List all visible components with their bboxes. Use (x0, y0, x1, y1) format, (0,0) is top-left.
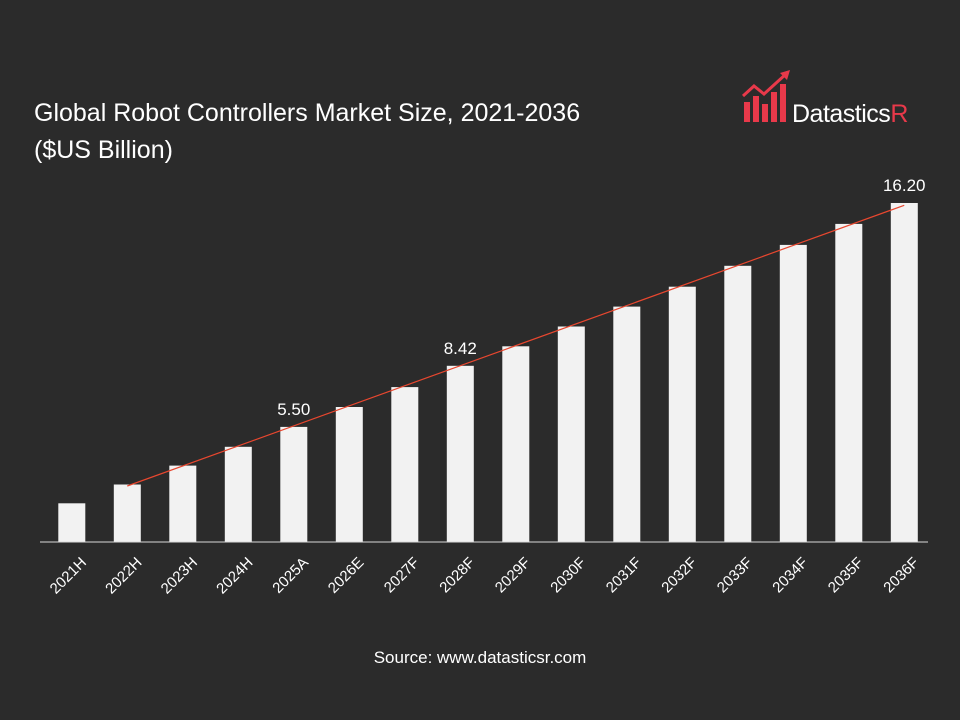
bar-2036F (890, 203, 918, 542)
x-tick-label-2029F: 2029F (492, 554, 534, 596)
x-tick-label-2027F: 2027F (381, 554, 423, 596)
logo: DatasticsR (740, 70, 920, 128)
x-tick-label-2036F: 2036F (880, 554, 922, 596)
bar-2033F (724, 265, 752, 542)
logo-text: DatasticsR (792, 100, 908, 129)
bar-2028F (446, 365, 474, 542)
x-tick-label-2021H: 2021H (47, 554, 90, 597)
bar-2026E (335, 407, 363, 542)
bar-2024H (224, 446, 252, 542)
bar-2022H (113, 484, 141, 542)
x-tick-label-2022H: 2022H (102, 554, 145, 597)
chart-title-line1: Global Robot Controllers Market Size, 20… (34, 99, 581, 127)
chart-title-line2: ($US Billion) (34, 136, 173, 164)
logo-text-accent: R (890, 100, 908, 128)
x-tick-label-2034F: 2034F (769, 554, 811, 596)
x-tick-label-2032F: 2032F (658, 554, 700, 596)
x-tick-label-2031F: 2031F (603, 554, 645, 596)
trendline (127, 204, 905, 487)
x-tick-label-2030F: 2030F (547, 554, 589, 596)
x-tick-label-2033F: 2033F (714, 554, 756, 596)
chart-title: Global Robot Controllers Market Size, 20… (34, 95, 694, 169)
source-note: Source: www.datasticsr.com (373, 648, 587, 667)
bar-2032F (668, 286, 696, 542)
bar-2023H (169, 465, 197, 542)
bar-chart-arrow-icon (741, 70, 790, 122)
bar-2035F (835, 223, 863, 542)
bar-2034F (779, 244, 807, 542)
x-tick-label-2024H: 2024H (213, 554, 256, 597)
x-tick-label-2035F: 2035F (825, 554, 867, 596)
x-tick-label-2026E: 2026E (325, 554, 368, 597)
logo-text-main: Datastics (792, 100, 891, 128)
data-label-2028F: 8.42 (444, 339, 477, 358)
bar-2030F (557, 326, 585, 542)
bar-2021H (58, 503, 86, 542)
x-tick-label-2025A: 2025A (269, 554, 312, 597)
x-tick-label-2028F: 2028F (436, 554, 478, 596)
bar-2031F (613, 306, 641, 542)
data-label-2025A: 5.50 (277, 400, 310, 419)
bar-2029F (502, 346, 530, 542)
x-tick-label-2023H: 2023H (158, 554, 201, 597)
bar-2027F (391, 387, 419, 542)
bar-2025A (280, 426, 308, 542)
data-label-2036F: 16.20 (883, 176, 926, 195)
